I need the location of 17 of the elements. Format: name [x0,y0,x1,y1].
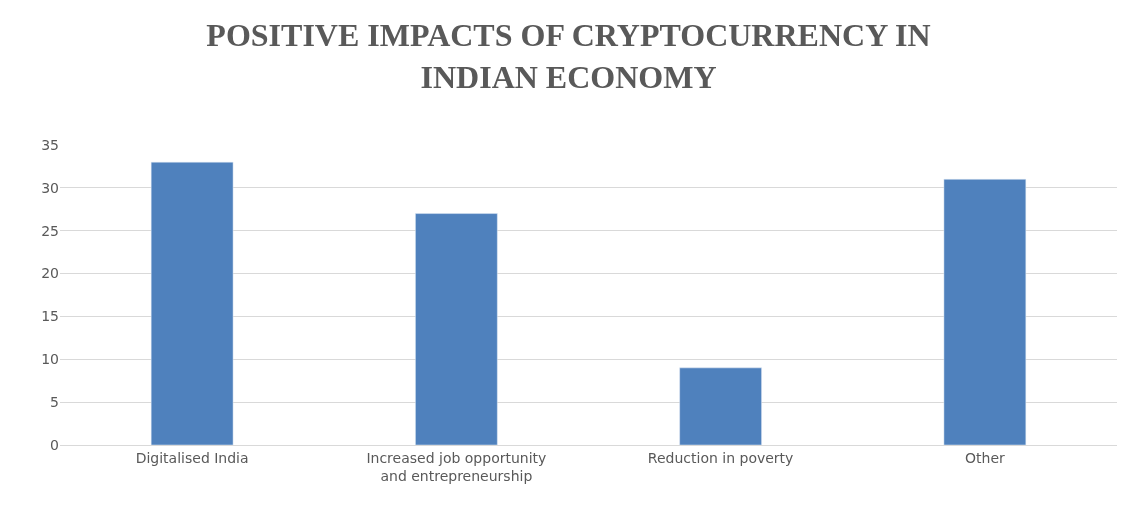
y-tick-label: 0 [50,436,59,453]
y-tick-label: 5 [50,394,59,411]
bar [150,161,234,445]
x-tick-label: Other [965,449,1005,466]
y-tick-label: 30 [41,179,59,196]
y-tick-label: 15 [41,308,59,325]
y-tick-label: 20 [41,265,59,282]
y-tick-label: 25 [41,222,59,239]
y-tick-label: 35 [41,136,59,153]
bar [943,179,1027,445]
bar [415,213,498,445]
y-tick-label: 10 [41,351,59,368]
chart-title: POSITIVE IMPACTS OF CRYPTOCURRENCY IN INDIAN ECONOMY [206,17,931,95]
x-tick-label: Increased job opportunity and entrepreneurship [366,449,547,484]
bar [679,367,762,445]
x-tick-label: Reduction in poverty [647,449,794,466]
x-tick-label: Digitalised India [135,449,249,466]
